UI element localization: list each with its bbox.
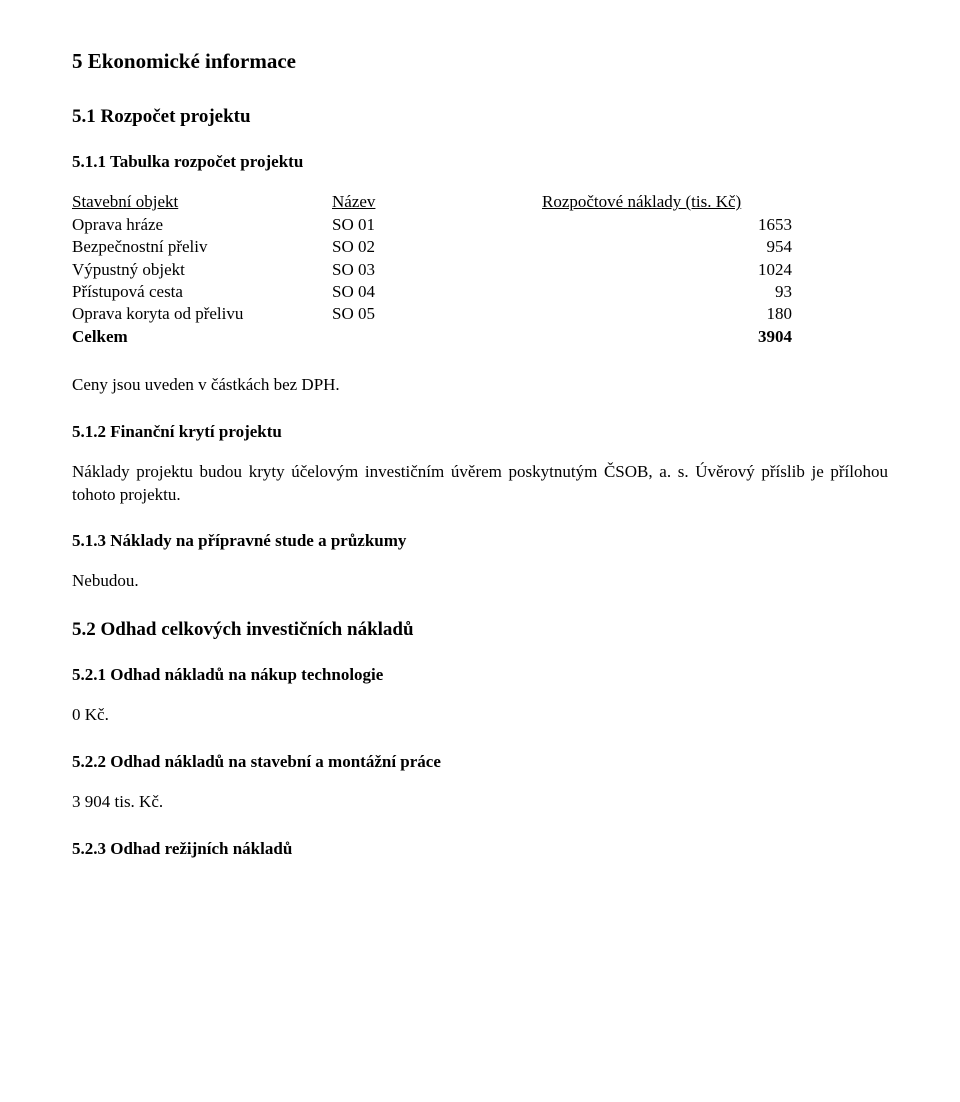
- heading-5-1-3: 5.1.3 Náklady na přípravné stude a průzk…: [72, 530, 888, 552]
- paragraph-5-2-1: 0 Kč.: [72, 704, 888, 726]
- budget-cell-value: 1653: [542, 214, 792, 236]
- budget-cell-name: Oprava koryta od přelivu: [72, 303, 332, 325]
- paragraph-5-1-3: Nebudou.: [72, 570, 888, 592]
- budget-sum-value: 3904: [542, 326, 792, 348]
- budget-cell-code: SO 01: [332, 214, 542, 236]
- heading-5-1-1: 5.1.1 Tabulka rozpočet projektu: [72, 151, 888, 173]
- budget-header-col3: Rozpočtové náklady (tis. Kč): [542, 191, 792, 213]
- budget-cell-code: SO 02: [332, 236, 542, 258]
- budget-cell-name: Oprava hráze: [72, 214, 332, 236]
- budget-cell-value: 93: [542, 281, 792, 303]
- paragraph-5-2-2: 3 904 tis. Kč.: [72, 791, 888, 813]
- budget-cell-name: Bezpečnostní přeliv: [72, 236, 332, 258]
- budget-sum-label: Celkem: [72, 326, 332, 348]
- budget-row: Oprava koryta od přelivu SO 05 180: [72, 303, 888, 325]
- paragraph-dph-note: Ceny jsou uveden v částkách bez DPH.: [72, 374, 888, 396]
- heading-5-1-2: 5.1.2 Finanční krytí projektu: [72, 421, 888, 443]
- budget-table: Stavební objekt Název Rozpočtové náklady…: [72, 191, 888, 348]
- heading-section-5: 5 Ekonomické informace: [72, 48, 888, 76]
- budget-row-sum: Celkem 3904: [72, 326, 888, 348]
- heading-5-2-3: 5.2.3 Odhad režijních nákladů: [72, 838, 888, 860]
- budget-row: Výpustný objekt SO 03 1024: [72, 259, 888, 281]
- budget-cell-code: SO 05: [332, 303, 542, 325]
- budget-cell-name: Výpustný objekt: [72, 259, 332, 281]
- budget-header-col1: Stavební objekt: [72, 191, 332, 213]
- budget-cell-name: Přístupová cesta: [72, 281, 332, 303]
- budget-cell-value: 180: [542, 303, 792, 325]
- budget-header-col2: Název: [332, 191, 542, 213]
- budget-sum-code: [332, 326, 542, 348]
- budget-cell-code: SO 04: [332, 281, 542, 303]
- budget-row: Přístupová cesta SO 04 93: [72, 281, 888, 303]
- heading-5-2-2: 5.2.2 Odhad nákladů na stavební a montáž…: [72, 751, 888, 773]
- heading-5-1: 5.1 Rozpočet projektu: [72, 104, 888, 129]
- budget-cell-value: 954: [542, 236, 792, 258]
- budget-cell-value: 1024: [542, 259, 792, 281]
- budget-table-header: Stavební objekt Název Rozpočtové náklady…: [72, 191, 888, 213]
- heading-5-2-1: 5.2.1 Odhad nákladů na nákup technologie: [72, 664, 888, 686]
- paragraph-5-1-2: Náklady projektu budou kryty účelovým in…: [72, 461, 888, 506]
- budget-cell-code: SO 03: [332, 259, 542, 281]
- heading-5-2: 5.2 Odhad celkových investičních nákladů: [72, 617, 888, 642]
- budget-row: Oprava hráze SO 01 1653: [72, 214, 888, 236]
- budget-row: Bezpečnostní přeliv SO 02 954: [72, 236, 888, 258]
